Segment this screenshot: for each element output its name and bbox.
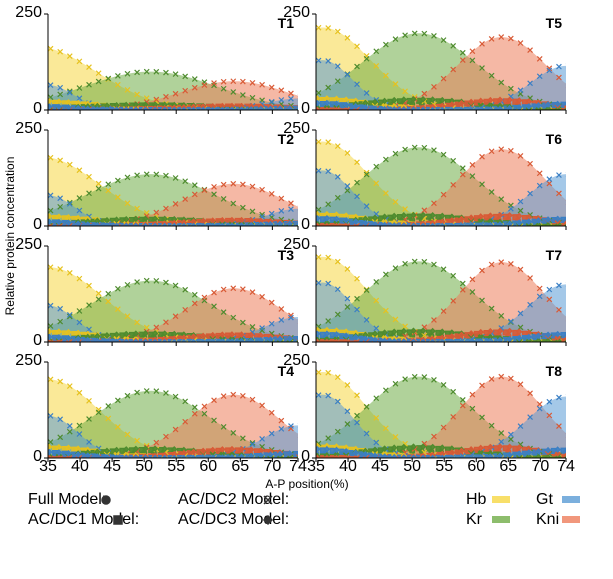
xtick-label: 65	[499, 458, 517, 475]
xtick-label: 74	[557, 458, 575, 475]
legend-gene-Hb: Hb	[466, 491, 487, 508]
legend-model-Full: Full Model:	[28, 491, 106, 508]
legend-marker-Full-icon	[102, 496, 110, 504]
xtick-label: 35	[307, 458, 325, 475]
panel-title: T8	[546, 363, 563, 379]
panel-title: T5	[546, 15, 563, 31]
panel-T5: 0 250 T5	[283, 4, 571, 117]
ytick-label: 250	[283, 236, 310, 253]
ytick-label: 0	[33, 100, 42, 117]
panel-T3: 0250T3	[15, 236, 303, 349]
legend-gene-Gt: Gt	[536, 491, 553, 508]
legend-swatch-Hb-icon	[492, 496, 510, 503]
ytick-label: 0	[301, 216, 310, 233]
panel-T1: 0250T1	[15, 4, 303, 117]
panel-title: T7	[546, 247, 563, 263]
legend-gene-Kr: Kr	[466, 511, 483, 528]
ytick-label: 0	[301, 332, 310, 349]
xtick-label: 55	[167, 458, 185, 475]
xtick-label: 35	[39, 458, 57, 475]
ytick-label: 250	[283, 4, 310, 21]
legend-swatch-Kr-icon	[492, 516, 510, 523]
xtick-label: 45	[103, 458, 121, 475]
ytick-label: 250	[15, 4, 42, 21]
xtick-label: 50	[135, 458, 153, 475]
legend-model-ACDC2: AC/DC2 Model:	[178, 491, 289, 508]
ytick-label: 250	[15, 120, 42, 137]
panel-T7: 0 250 T7	[283, 236, 571, 349]
xtick-label: 70	[263, 458, 281, 475]
legend-swatch-Kni-icon	[562, 516, 580, 523]
xtick-label: 45	[371, 458, 389, 475]
ytick-label: 250	[283, 120, 310, 137]
xtick-label: 60	[467, 458, 485, 475]
ytick-label: 250	[15, 236, 42, 253]
xtick-label: 40	[71, 458, 89, 475]
legend-marker-ACDC1-icon	[114, 516, 122, 524]
legend-gene-Kni: Kni	[536, 511, 559, 528]
ytick-label: 250	[283, 352, 310, 369]
xtick-label: 50	[403, 458, 421, 475]
panel-T4: 0250354045505560657074T4	[15, 352, 307, 475]
xtick-label: 55	[435, 458, 453, 475]
panel-T8: 0250354045505560657074T8	[283, 352, 575, 475]
xtick-label: 70	[531, 458, 549, 475]
xtick-label: 65	[231, 458, 249, 475]
x-axis-label: A-P position(%)	[265, 477, 348, 491]
panel-T6: 0 250 T6	[283, 120, 571, 233]
legend-swatch-Gt-icon	[562, 496, 580, 503]
ytick-label: 0	[33, 216, 42, 233]
xtick-label: 40	[339, 458, 357, 475]
ytick-label: 250	[15, 352, 42, 369]
panel-title: T6	[546, 131, 563, 147]
panel-T2: 0250T2	[15, 120, 303, 233]
xtick-label: 60	[199, 458, 217, 475]
ytick-label: 0	[301, 100, 310, 117]
ytick-label: 0	[33, 332, 42, 349]
